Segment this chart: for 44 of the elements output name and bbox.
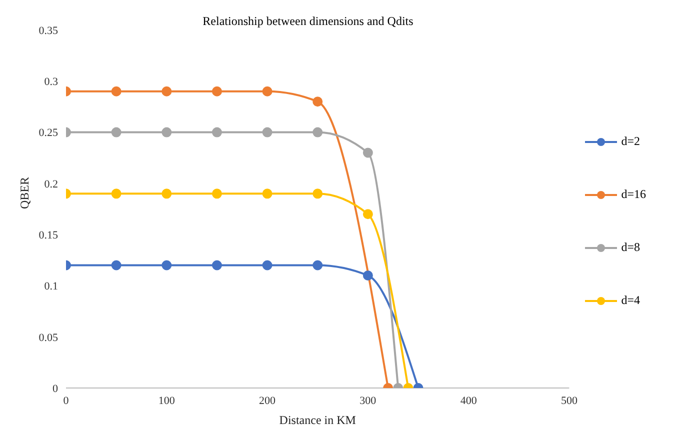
y-tick-label: 0.3 [44, 76, 58, 88]
x-tick-label: 200 [259, 394, 276, 407]
y-tick-label: 0.2 [44, 178, 58, 190]
point [111, 127, 122, 138]
point [111, 188, 122, 199]
point [162, 260, 172, 270]
point [312, 96, 323, 107]
x-tick-label: 100 [158, 394, 176, 407]
point [212, 188, 222, 199]
legend-label: d=2 [621, 134, 640, 149]
x-tick-label: 400 [460, 394, 478, 407]
point [162, 127, 172, 138]
y-tick-label: 0 [52, 382, 58, 395]
y-axis-title: QBER [17, 176, 32, 209]
point [111, 86, 122, 96]
legend-label: d=16 [621, 187, 646, 202]
chart-title: Relationship between dimensions and Qdits [202, 14, 414, 29]
point [312, 260, 323, 270]
y-tick-label: 0.35 [38, 24, 58, 37]
y-tick-label: 0.1 [44, 280, 58, 293]
point [212, 127, 222, 138]
point [312, 127, 323, 138]
point [262, 260, 272, 270]
point [162, 86, 172, 96]
point [262, 86, 272, 96]
y-tick-label: 0.15 [38, 229, 58, 242]
x-tick-label: 300 [360, 394, 377, 407]
legend-label: d=4 [621, 293, 640, 308]
point [162, 188, 172, 199]
x-tick-label: 0 [63, 394, 70, 407]
point [362, 270, 373, 280]
y-tick-label: 0.05 [38, 332, 58, 344]
x-axis-title: Distance in KM [279, 413, 356, 427]
point [212, 86, 222, 96]
y-tick-label: 0.25 [38, 127, 58, 140]
point [262, 188, 272, 199]
point [312, 188, 323, 199]
x-tick-label: 500 [560, 394, 578, 407]
point [262, 127, 272, 138]
point [362, 209, 373, 220]
point [362, 148, 373, 158]
legend-label: d=8 [621, 240, 640, 255]
point [111, 260, 122, 270]
point [212, 260, 222, 270]
